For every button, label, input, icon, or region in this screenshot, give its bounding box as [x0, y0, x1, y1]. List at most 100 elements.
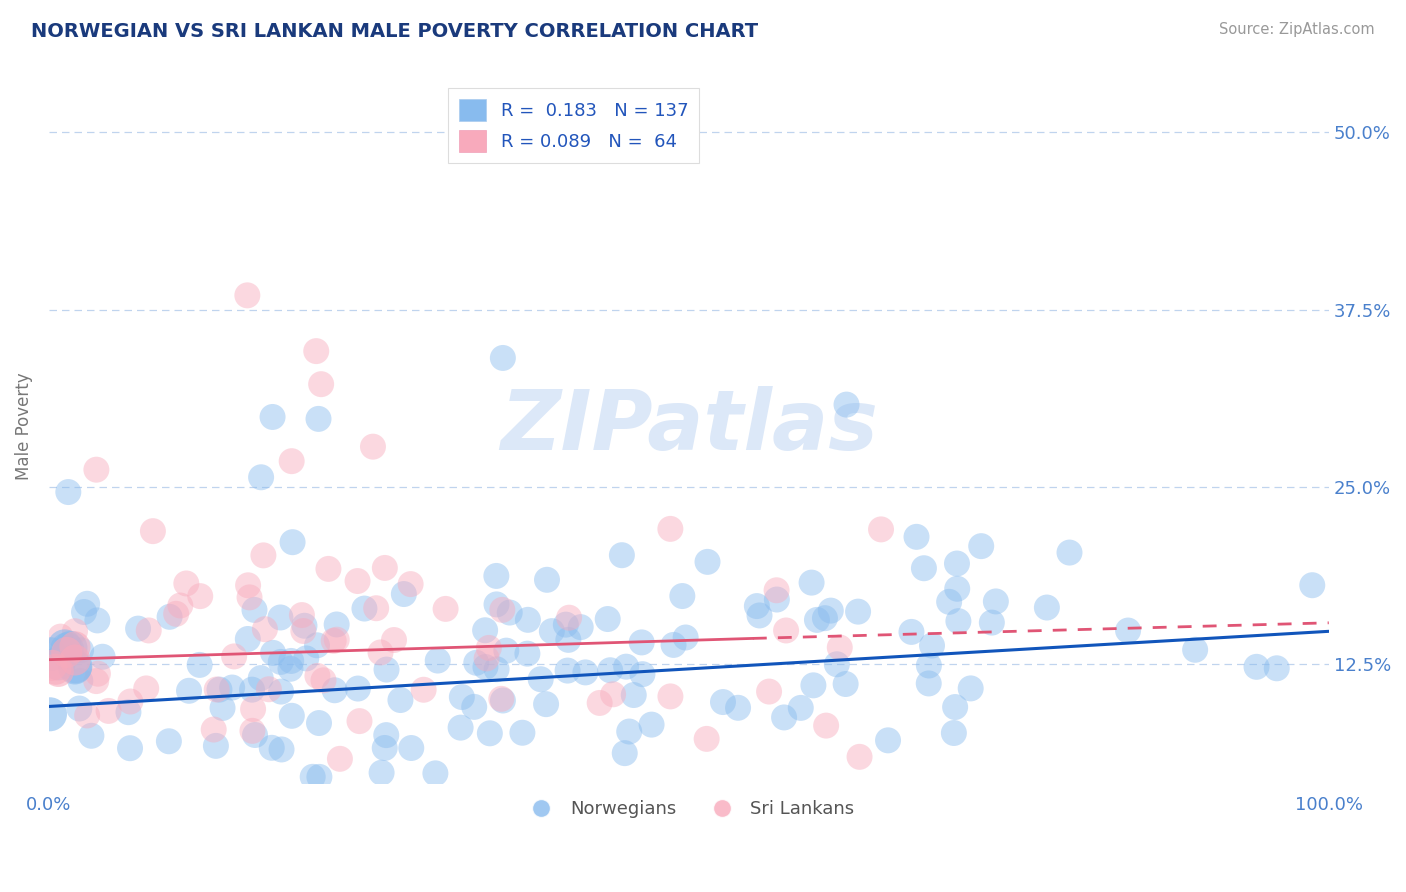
Point: [242, 702, 264, 716]
Point: [39, 647, 62, 661]
Point: [912, 561, 935, 575]
Point: [49, 630, 72, 644]
Point: [135, 681, 157, 696]
Point: [46, 665, 69, 679]
Point: [69, 673, 91, 688]
Point: [640, 717, 662, 731]
Point: [1301, 578, 1323, 592]
Point: [165, 607, 187, 621]
Text: NORWEGIAN VS SRI LANKAN MALE POVERTY CORRELATION CHART: NORWEGIAN VS SRI LANKAN MALE POVERTY COR…: [31, 22, 758, 41]
Point: [499, 606, 522, 620]
Point: [491, 691, 513, 706]
Point: [177, 683, 200, 698]
Point: [238, 591, 260, 605]
Point: [55, 645, 77, 659]
Point: [188, 589, 211, 603]
Point: [325, 617, 347, 632]
Point: [257, 682, 280, 697]
Point: [59, 640, 82, 655]
Point: [63, 660, 86, 674]
Point: [236, 632, 259, 646]
Point: [305, 638, 328, 652]
Point: [280, 654, 302, 668]
Point: [557, 632, 579, 647]
Point: [91, 649, 114, 664]
Point: [250, 470, 273, 484]
Point: [353, 601, 375, 615]
Point: [745, 599, 768, 613]
Text: Source: ZipAtlas.com: Source: ZipAtlas.com: [1219, 22, 1375, 37]
Point: [623, 688, 645, 702]
Point: [392, 587, 415, 601]
Point: [349, 714, 371, 728]
Point: [169, 599, 191, 613]
Point: [491, 603, 513, 617]
Point: [252, 549, 274, 563]
Point: [918, 658, 941, 673]
Point: [758, 684, 780, 698]
Point: [814, 611, 837, 625]
Point: [253, 622, 276, 636]
Point: [63, 624, 86, 639]
Point: [613, 746, 636, 760]
Point: [877, 733, 900, 747]
Point: [696, 555, 718, 569]
Point: [208, 682, 231, 697]
Point: [41, 658, 63, 673]
Point: [202, 723, 225, 737]
Point: [374, 741, 396, 756]
Point: [53, 640, 76, 654]
Point: [86, 463, 108, 477]
Point: [374, 561, 396, 575]
Point: [308, 770, 330, 784]
Point: [157, 734, 180, 748]
Point: [322, 633, 344, 648]
Point: [281, 708, 304, 723]
Point: [803, 678, 825, 692]
Point: [127, 622, 149, 636]
Point: [516, 647, 538, 661]
Point: [815, 718, 838, 732]
Point: [602, 687, 624, 701]
Point: [375, 663, 398, 677]
Point: [825, 657, 848, 672]
Point: [918, 676, 941, 690]
Point: [870, 522, 893, 536]
Point: [262, 409, 284, 424]
Point: [1246, 660, 1268, 674]
Point: [308, 716, 330, 731]
Point: [240, 682, 263, 697]
Point: [711, 695, 734, 709]
Point: [946, 557, 969, 571]
Point: [249, 671, 271, 685]
Point: [39, 707, 62, 722]
Point: [574, 665, 596, 680]
Point: [375, 728, 398, 742]
Point: [280, 662, 302, 676]
Point: [270, 742, 292, 756]
Point: [938, 595, 960, 609]
Point: [846, 605, 869, 619]
Point: [492, 351, 515, 365]
Point: [190, 791, 212, 805]
Point: [370, 765, 392, 780]
Point: [1116, 624, 1139, 638]
Point: [243, 728, 266, 742]
Point: [291, 608, 314, 623]
Point: [370, 645, 392, 659]
Point: [48, 657, 70, 671]
Point: [211, 701, 233, 715]
Point: [347, 681, 370, 696]
Point: [659, 690, 682, 704]
Point: [270, 655, 292, 669]
Point: [366, 601, 388, 615]
Point: [820, 604, 842, 618]
Point: [87, 666, 110, 681]
Point: [596, 612, 619, 626]
Point: [260, 740, 283, 755]
Point: [305, 344, 328, 359]
Point: [631, 667, 654, 681]
Point: [118, 741, 141, 756]
Point: [399, 577, 422, 591]
Point: [309, 377, 332, 392]
